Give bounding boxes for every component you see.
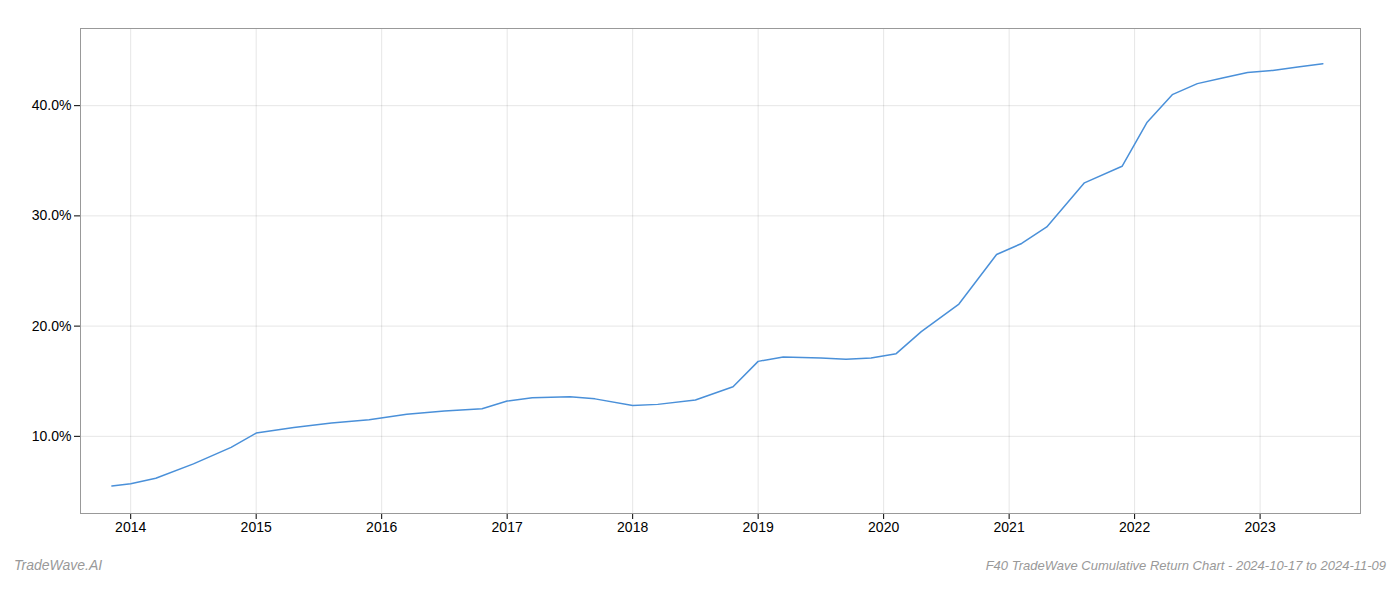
svg-text:20.0%: 20.0% [32, 318, 72, 334]
svg-text:2015: 2015 [241, 519, 272, 535]
svg-text:2017: 2017 [492, 519, 523, 535]
svg-text:40.0%: 40.0% [32, 97, 72, 113]
html-text:F40 TradeWave Cumulative Retur: F40 TradeWave Cumulative Return Chart - … [985, 558, 1386, 573]
svg-text:30.0%: 30.0% [32, 207, 72, 223]
svg-text:2016: 2016 [366, 519, 397, 535]
svg-text:2023: 2023 [1245, 519, 1276, 535]
svg-text:10.0%: 10.0% [32, 428, 72, 444]
svg-text:2021: 2021 [994, 519, 1025, 535]
svg-text:2018: 2018 [617, 519, 648, 535]
html-text:TradeWave.AI: TradeWave.AI [14, 557, 103, 573]
svg-text:2022: 2022 [1119, 519, 1150, 535]
svg-text:2020: 2020 [868, 519, 899, 535]
svg-text:2019: 2019 [743, 519, 774, 535]
svg-text:2014: 2014 [115, 519, 146, 535]
